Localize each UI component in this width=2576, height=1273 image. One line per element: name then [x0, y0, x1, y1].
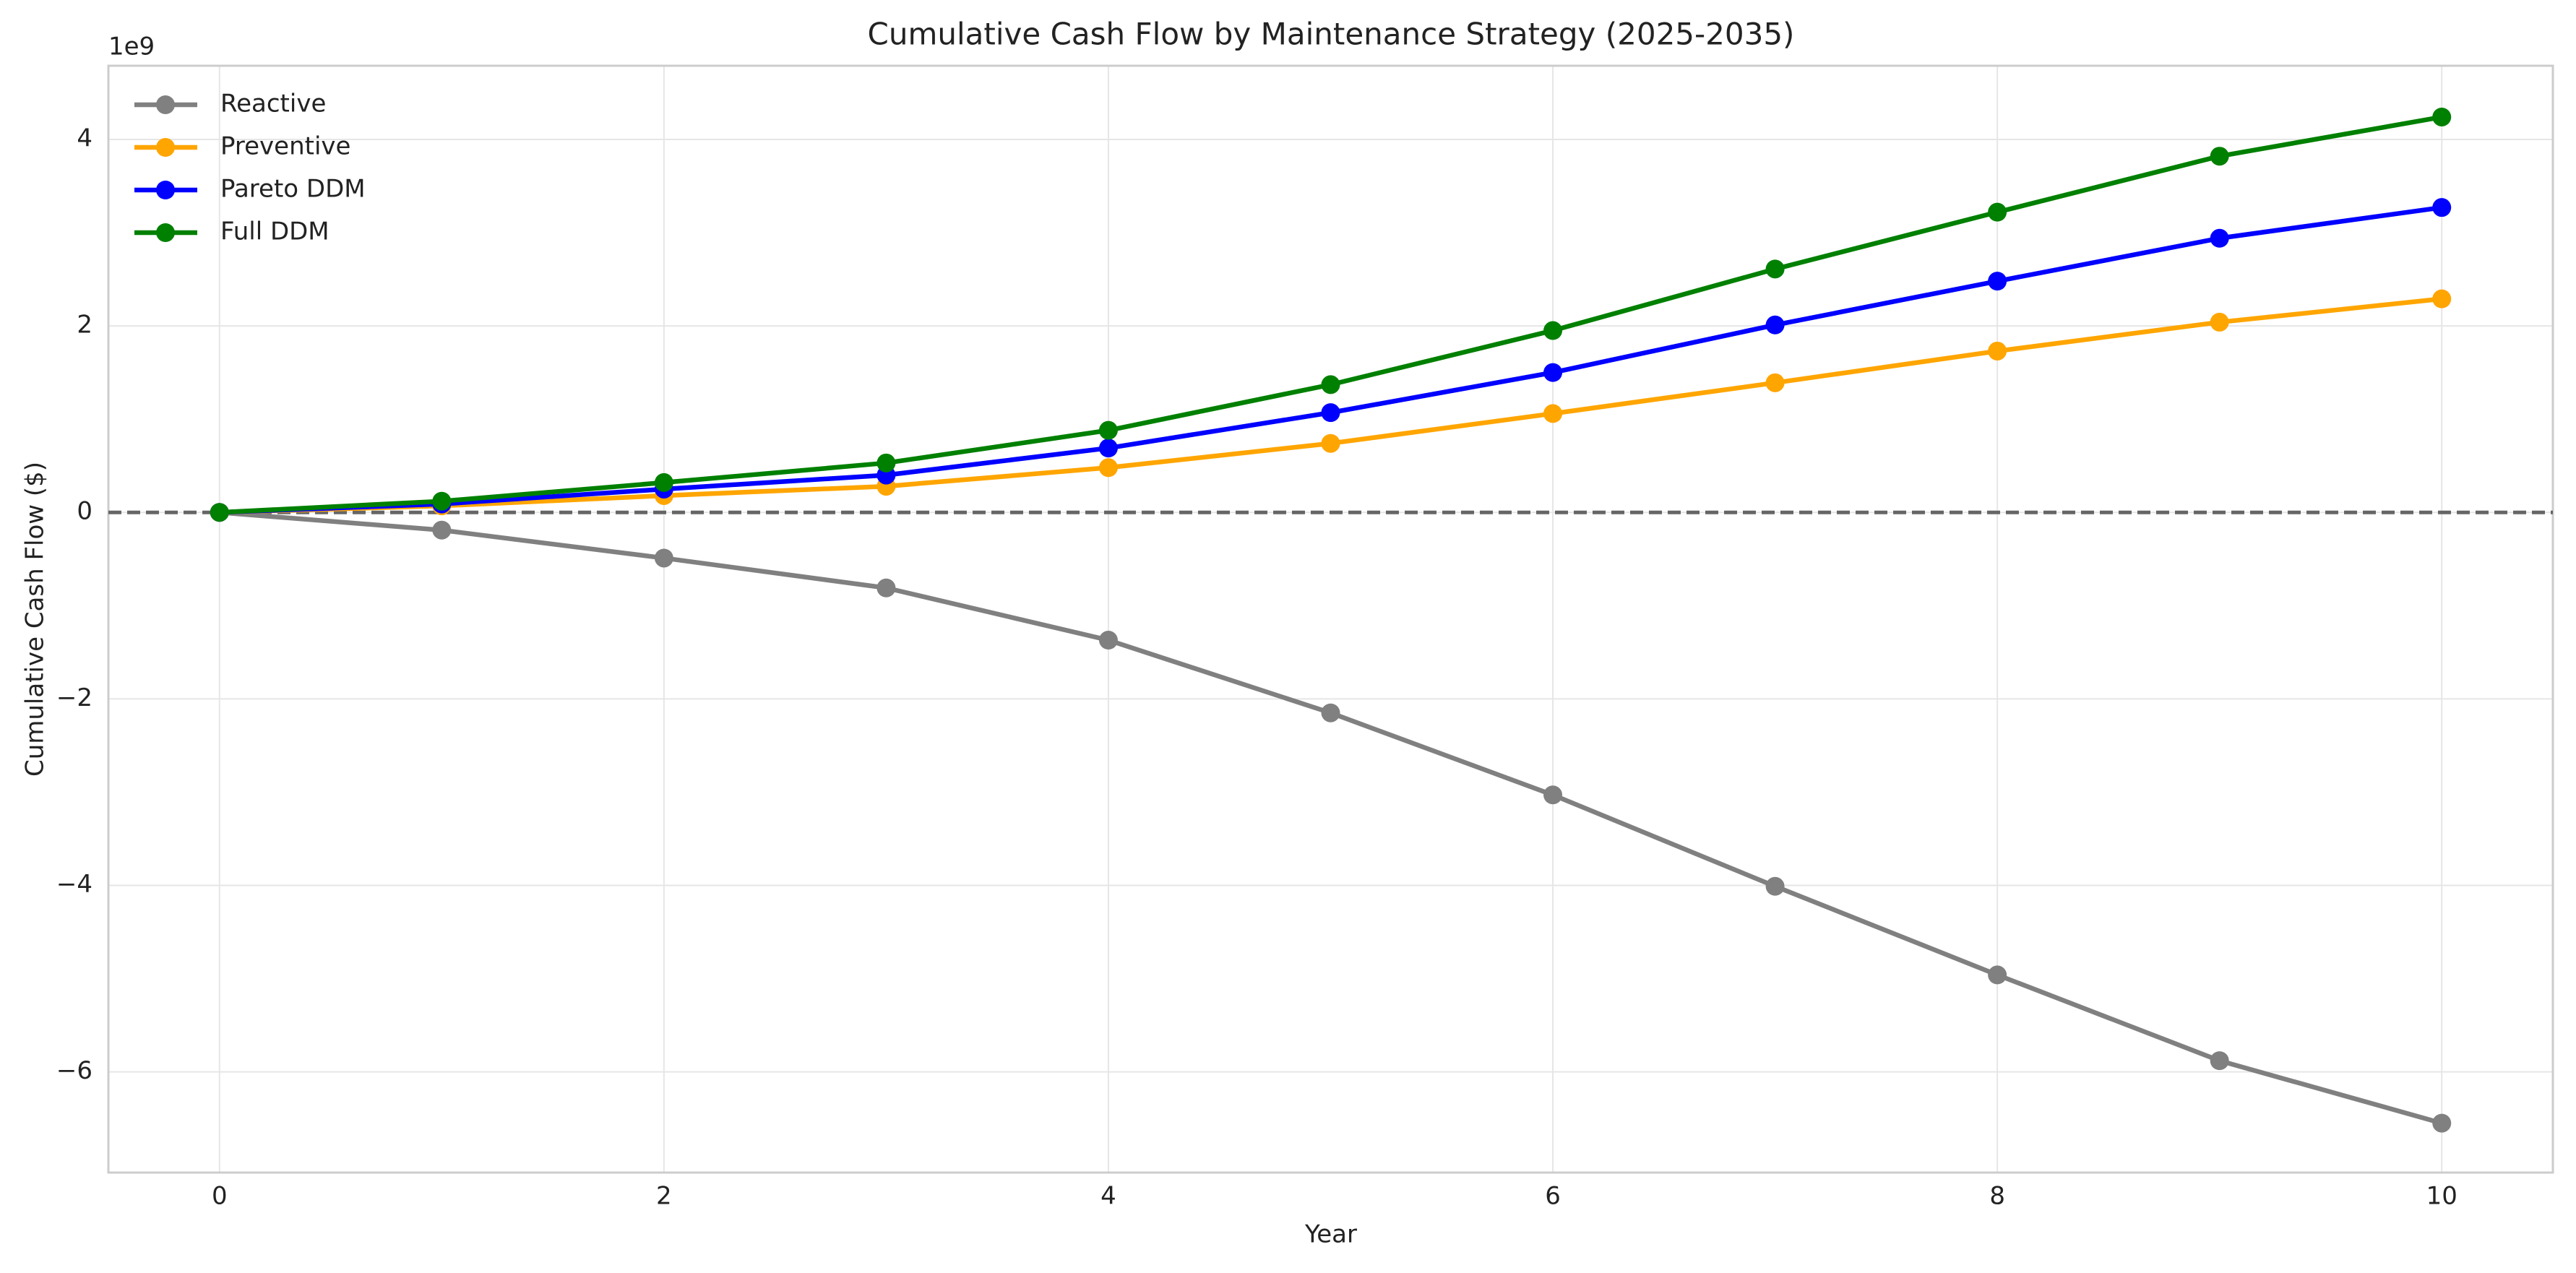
point [876, 578, 896, 597]
point [2432, 107, 2452, 126]
plot-frame [107, 64, 2554, 1174]
point [1988, 272, 2007, 291]
y-axis-label: Cumulative Cash Flow ($) [21, 462, 50, 777]
point [1098, 631, 1118, 650]
point [1765, 259, 1785, 279]
legend-label: Preventive [220, 132, 350, 161]
x-tick-label: 6 [1545, 1182, 1561, 1211]
point [654, 472, 673, 492]
point [210, 503, 229, 522]
legend-label: Full DDM [220, 217, 329, 246]
legend-marker [156, 181, 175, 199]
point [2432, 198, 2452, 217]
y-tick-label: 2 [77, 311, 92, 340]
point [2210, 312, 2229, 332]
point [876, 453, 896, 472]
x-tick-label: 0 [212, 1182, 228, 1211]
x-tick-label: 4 [1100, 1182, 1116, 1211]
x-tick-label: 10 [2426, 1182, 2457, 1211]
legend-marker [156, 95, 175, 114]
y-tick-label: 4 [77, 124, 92, 152]
y-offset-label: 1e9 [108, 33, 155, 61]
point [1321, 375, 1340, 394]
point [1765, 373, 1785, 392]
y-tick-label: 0 [77, 497, 92, 526]
point [1098, 420, 1118, 440]
x-tick-label: 2 [656, 1182, 672, 1211]
point [1543, 785, 1563, 805]
point [654, 548, 673, 568]
legend-marker [156, 223, 175, 242]
y-tick-label: −4 [56, 870, 92, 899]
point [1765, 315, 1785, 335]
point [1543, 404, 1563, 423]
point [1321, 703, 1340, 722]
point [1098, 439, 1118, 458]
point [1988, 341, 2007, 361]
legend-label: Reactive [220, 90, 326, 118]
point [432, 491, 452, 511]
y-tick-label: −6 [56, 1056, 92, 1085]
x-axis-label: Year [1304, 1220, 1357, 1249]
legend-label: Pareto DDM [220, 175, 366, 204]
point [2432, 289, 2452, 308]
point [1988, 202, 2007, 222]
chart-title: Cumulative Cash Flow by Maintenance Stra… [868, 17, 1795, 52]
point [1321, 403, 1340, 423]
point [1988, 965, 2007, 985]
y-tick-label: −2 [56, 683, 92, 712]
point [2210, 1051, 2229, 1071]
point [2210, 228, 2229, 248]
point [1543, 321, 1563, 340]
point [1765, 876, 1785, 896]
point [432, 520, 452, 540]
point [2210, 147, 2229, 166]
point [1098, 458, 1118, 478]
legend-marker [156, 138, 175, 157]
point [1321, 433, 1340, 453]
point [2432, 1113, 2452, 1133]
x-tick-label: 8 [1989, 1182, 2005, 1211]
point [1543, 363, 1563, 382]
